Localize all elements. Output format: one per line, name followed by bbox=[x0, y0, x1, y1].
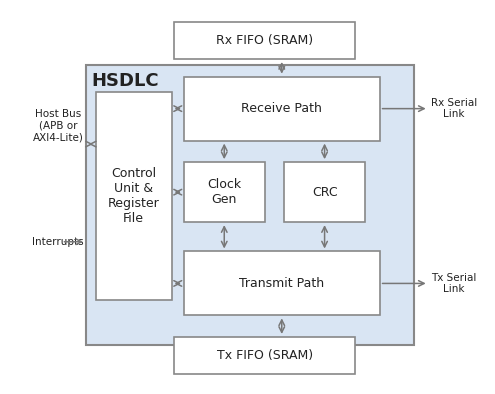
Bar bbox=[284, 162, 365, 222]
Bar bbox=[86, 65, 414, 345]
Text: Host Bus
(APB or
AXI4-Lite): Host Bus (APB or AXI4-Lite) bbox=[33, 109, 84, 142]
Text: Receive Path: Receive Path bbox=[242, 102, 322, 115]
Bar bbox=[174, 337, 355, 374]
Text: Control
Unit &
Register
File: Control Unit & Register File bbox=[108, 167, 159, 225]
Bar bbox=[174, 22, 355, 59]
Text: HSDLC: HSDLC bbox=[92, 72, 159, 90]
Text: Transmit Path: Transmit Path bbox=[239, 277, 324, 290]
Text: Rx FIFO (SRAM): Rx FIFO (SRAM) bbox=[216, 34, 313, 47]
Text: Clock
Gen: Clock Gen bbox=[207, 178, 242, 206]
Text: Tx FIFO (SRAM): Tx FIFO (SRAM) bbox=[217, 349, 313, 362]
Text: Interrupts: Interrupts bbox=[32, 237, 84, 247]
Bar bbox=[184, 251, 380, 316]
Bar bbox=[184, 162, 265, 222]
Text: Rx Serial
Link: Rx Serial Link bbox=[431, 98, 477, 119]
Text: CRC: CRC bbox=[312, 186, 338, 199]
Bar bbox=[184, 76, 380, 141]
Text: Tx Serial
Link: Tx Serial Link bbox=[431, 273, 476, 294]
Bar bbox=[96, 92, 172, 300]
